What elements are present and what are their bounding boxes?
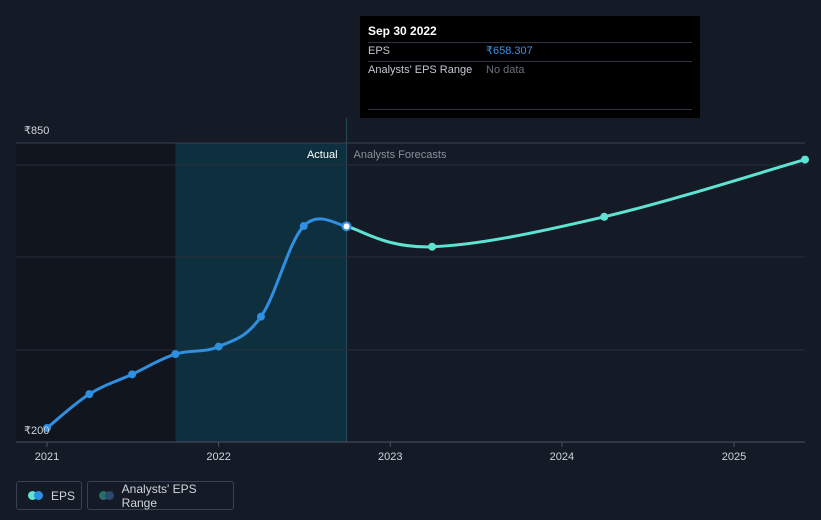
eps-actual-line	[45, 217, 349, 430]
y-tick-label-top: ₹850	[24, 125, 49, 137]
series-lines	[45, 158, 807, 430]
eps-actual-point[interactable]	[256, 312, 265, 321]
series-points	[43, 155, 809, 432]
eps-actual-point[interactable]	[214, 342, 223, 351]
tooltip-divider	[368, 109, 692, 110]
x-tick-label: 2022	[206, 451, 230, 463]
legend-eps-toggle[interactable]: EPS	[16, 481, 82, 510]
tooltip-row-eps: EPS ₹658.307	[368, 42, 692, 61]
eps-forecast-point[interactable]	[801, 155, 809, 164]
legend-eps-range-toggle[interactable]: Analysts' EPS Range	[87, 481, 234, 510]
tooltip-eps-value: ₹658.307	[486, 45, 533, 57]
x-tick-label: 2025	[722, 451, 746, 463]
y-tick-label-bottom: ₹200	[24, 425, 49, 437]
eps-actual-point[interactable]	[128, 370, 137, 379]
actual-region-label: Actual	[307, 149, 338, 161]
actual-highlight-band	[175, 143, 347, 442]
x-tick-label: 2021	[35, 451, 59, 463]
eps-forecast-line	[345, 158, 807, 249]
eps-legend-swatch-icon	[28, 491, 44, 500]
eps-actual-point[interactable]	[85, 390, 94, 399]
tooltip-row-range: Analysts' EPS Range No data	[368, 61, 692, 80]
eps-range-legend-swatch-icon	[99, 491, 115, 500]
eps-actual-point[interactable]	[299, 222, 308, 231]
tooltip-range-label: Analysts' EPS Range	[368, 64, 473, 76]
tooltip-date: Sep 30 2022	[368, 24, 437, 38]
eps-actual-point[interactable]	[171, 350, 180, 359]
eps-actual-point[interactable]	[43, 424, 51, 432]
tooltip-range-value: No data	[486, 64, 525, 76]
forecast-region-label: Analysts Forecasts	[354, 149, 447, 161]
x-tick-label: 2024	[550, 451, 574, 463]
gridlines	[16, 142, 805, 351]
x-axis-ticks: 2021 2022 2023 2024 2025	[35, 442, 746, 463]
legend-range-label: Analysts' EPS Range	[121, 481, 197, 510]
eps-forecast-point[interactable]	[428, 242, 437, 251]
eps-forecast-point[interactable]	[600, 212, 609, 221]
tooltip-eps-label: EPS	[368, 45, 391, 57]
eps-tooltip: Sep 30 2022 EPS ₹658.307 Analysts' EPS R…	[360, 16, 700, 118]
legend-eps-label: EPS	[51, 488, 76, 503]
eps-point-selected[interactable]	[341, 221, 352, 232]
x-tick-label: 2023	[378, 451, 402, 463]
past-shade	[16, 143, 176, 442]
